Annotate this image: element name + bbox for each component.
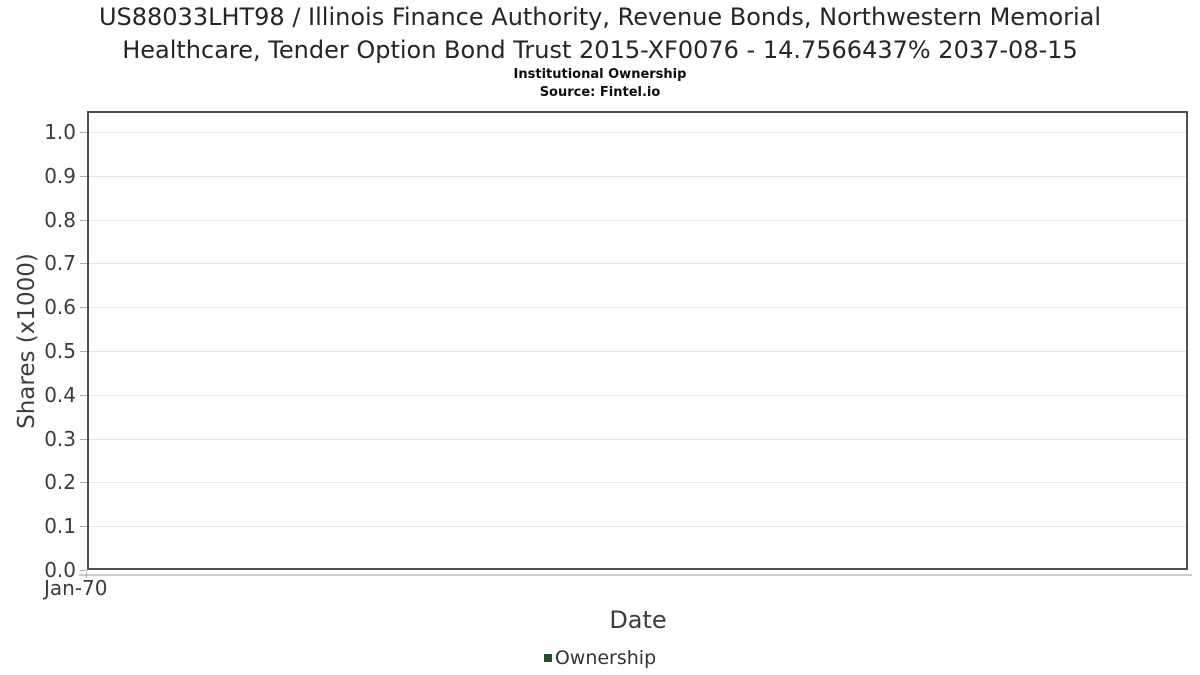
y-gridline [89,482,1186,483]
y-gridline [89,307,1186,308]
y-tick-label: 0.5 [44,339,76,363]
x-axis-title: Date [609,606,667,634]
x-tick-label: Jan-70 [44,576,108,600]
y-gridline [89,351,1186,352]
x-axis-line [79,574,1192,576]
chart-source: Source: Fintel.io [539,85,661,100]
y-tick-mark [80,132,87,133]
ownership-legend-label: Ownership [554,647,657,669]
y-tick-mark [80,570,87,571]
y-tick-label: 1.0 [44,120,76,144]
y-tick-label: 0.4 [44,383,76,407]
y-axis-title: Shares (x1000) [14,253,40,429]
y-gridline [89,176,1186,177]
y-tick-mark [80,307,87,308]
y-tick-label: 0.2 [44,470,76,494]
chart-title-line-2: Healthcare, Tender Option Bond Trust 201… [122,36,1078,64]
y-tick-mark [80,351,87,352]
y-tick-label: 0.9 [44,164,76,188]
ownership-legend-marker-icon [543,654,552,662]
chart-title-line-1: US88033LHT98 / Illinois Finance Authorit… [98,3,1102,31]
y-tick-mark [80,482,87,483]
y-tick-label: 0.8 [44,208,76,232]
legend: Ownership [0,645,1200,671]
chart-subtitle: Institutional Ownership [513,67,687,82]
y-gridline [89,220,1186,221]
y-gridline [89,526,1186,527]
y-gridline [89,263,1186,264]
x-tick-mark [86,572,87,578]
y-gridline [89,395,1186,396]
y-tick-mark [80,439,87,440]
y-tick-label: 0.7 [44,251,76,275]
chart-title: US88033LHT98 / Illinois Finance Authorit… [0,1,1200,67]
y-tick-label: 0.0 [44,558,76,582]
y-tick-label: 0.3 [44,427,76,451]
y-gridline [89,132,1186,133]
y-tick-mark [80,176,87,177]
y-tick-mark [80,220,87,221]
y-tick-label: 0.1 [44,514,76,538]
y-tick-label: 0.6 [44,295,76,319]
plot-area [87,111,1188,570]
y-tick-mark [80,263,87,264]
y-tick-mark [80,526,87,527]
y-tick-mark [80,395,87,396]
y-gridline [89,439,1186,440]
